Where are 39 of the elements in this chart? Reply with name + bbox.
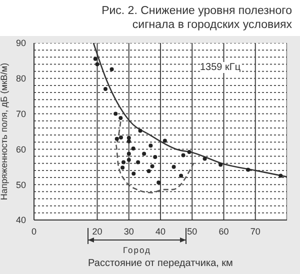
point bbox=[142, 152, 146, 156]
point bbox=[126, 152, 131, 156]
point bbox=[150, 164, 154, 168]
point bbox=[148, 144, 153, 148]
x-tick-label: 60 bbox=[218, 226, 229, 236]
point bbox=[118, 136, 123, 140]
x-tick-label: 30 bbox=[124, 226, 134, 236]
x-tick-label: 50 bbox=[187, 226, 198, 236]
point bbox=[132, 172, 136, 176]
y-tick-label: 70 bbox=[16, 108, 26, 119]
x-tick-label: 20 bbox=[92, 226, 102, 236]
point bbox=[118, 116, 123, 120]
x-tick-label: 70 bbox=[250, 226, 260, 236]
point bbox=[114, 136, 119, 141]
point bbox=[156, 180, 161, 184]
chart-title: Рис. 2. Снижение уровня полезного сигнала в городских условиях bbox=[0, 0, 300, 36]
point bbox=[179, 174, 184, 178]
point bbox=[138, 128, 142, 133]
y-tick-label: 50 bbox=[16, 180, 26, 190]
x-axis-title: Расстояние от передатчика, км bbox=[87, 258, 234, 269]
point bbox=[120, 166, 125, 170]
y-axis-title: Напряженность поля, дБ (мкВ/м) bbox=[0, 62, 10, 200]
y-tick-label: 60 bbox=[16, 144, 26, 154]
point bbox=[126, 136, 131, 140]
x-tick-label: 0 bbox=[31, 226, 37, 236]
point bbox=[202, 156, 207, 161]
y-tick-label: 90 bbox=[16, 38, 26, 48]
point bbox=[187, 150, 192, 154]
x-tick-label: 40 bbox=[155, 226, 166, 236]
text: Город bbox=[122, 245, 152, 255]
line-series bbox=[92, 43, 287, 178]
point bbox=[103, 87, 108, 92]
point bbox=[126, 158, 131, 162]
point bbox=[110, 67, 114, 72]
y-tick-label: 40 bbox=[16, 215, 26, 226]
y-tick-label: 80 bbox=[16, 74, 26, 84]
point bbox=[278, 174, 283, 178]
point bbox=[172, 164, 176, 169]
annotation: 1359 кГц bbox=[200, 62, 241, 73]
